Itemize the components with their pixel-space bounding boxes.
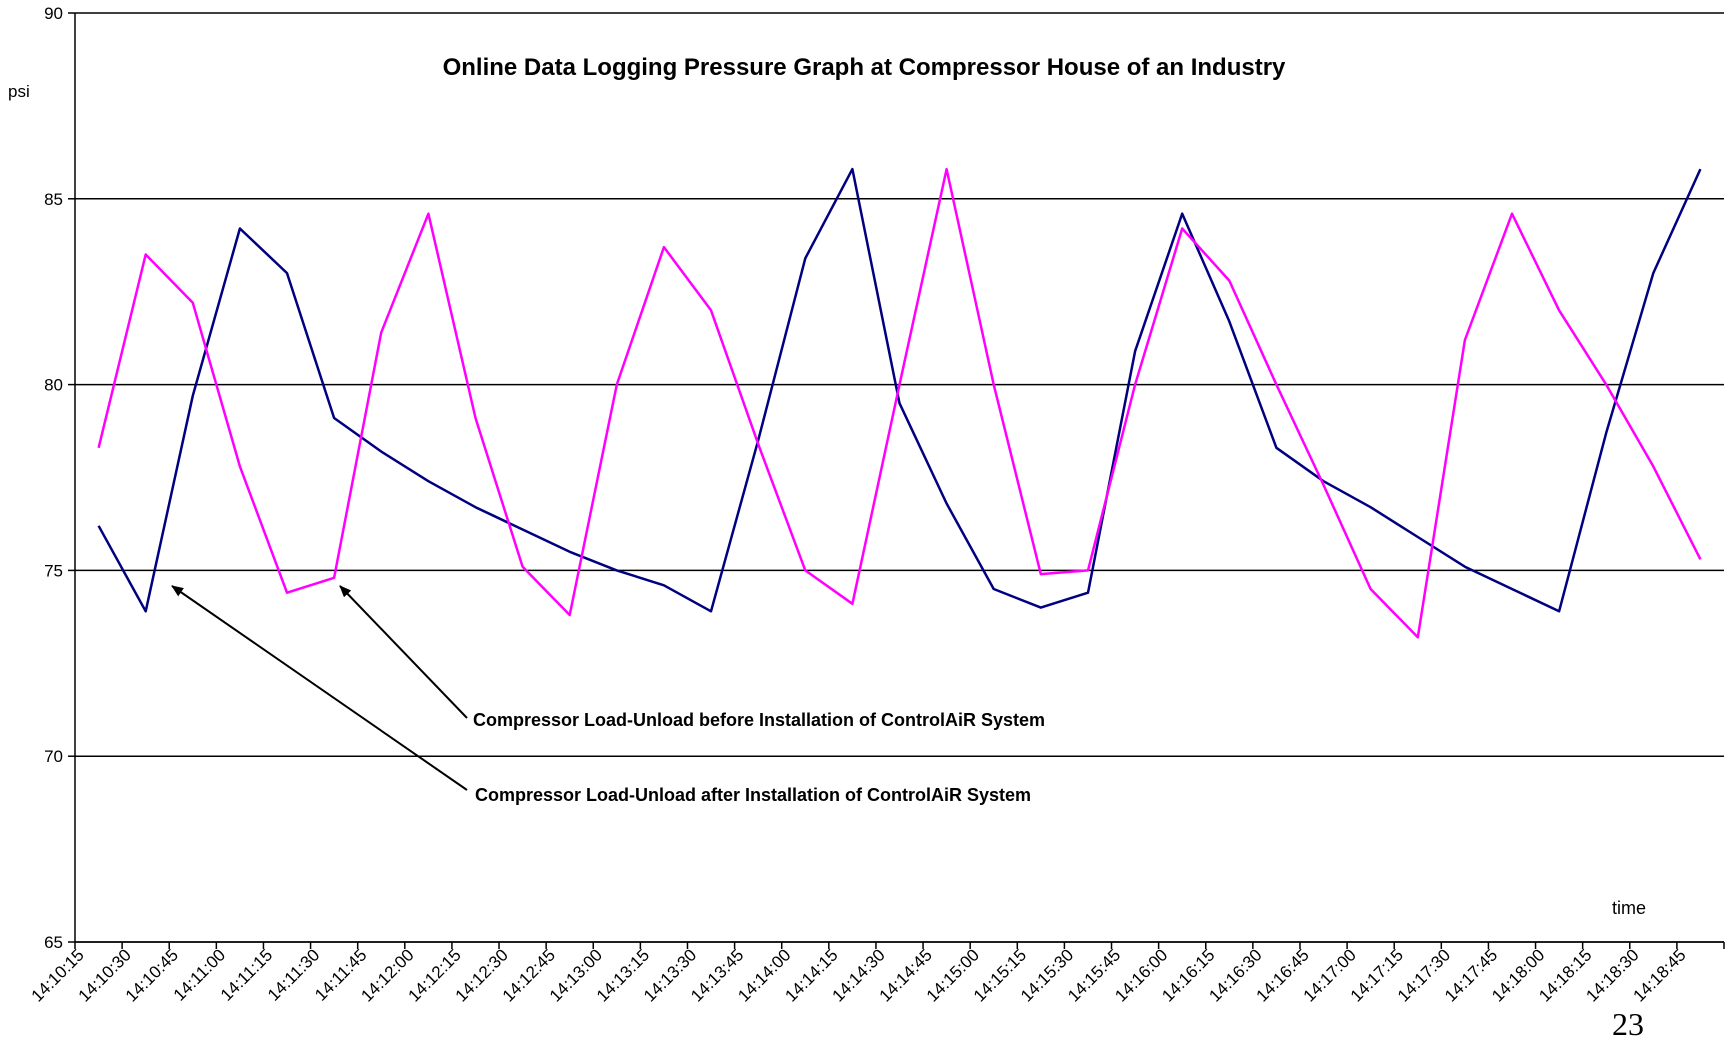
y-axis-label: psi (8, 82, 30, 101)
y-tick-label: 75 (44, 561, 63, 580)
series-line (97, 167, 1702, 639)
chart-title: Online Data Logging Pressure Graph at Co… (443, 54, 1286, 81)
x-tick-label: 14:10:45 (122, 945, 182, 1005)
y-tick-label: 90 (44, 4, 63, 23)
y-tick-label: 70 (44, 747, 63, 766)
annotation: Compressor Load-Unload before Installati… (473, 710, 1045, 730)
series-line (97, 167, 1702, 613)
page-number: 23 (1612, 1006, 1644, 1042)
annotation-arrow (171, 585, 468, 791)
x-axis-label: time (1612, 898, 1646, 918)
y-tick-label: 80 (44, 376, 63, 395)
annotation-arrow (339, 585, 468, 719)
x-tick-label: 14:18:45 (1629, 945, 1689, 1005)
y-tick-label: 65 (44, 933, 63, 952)
annotation: Compressor Load-Unload after Installatio… (475, 785, 1031, 805)
y-tick-label: 85 (44, 190, 63, 209)
